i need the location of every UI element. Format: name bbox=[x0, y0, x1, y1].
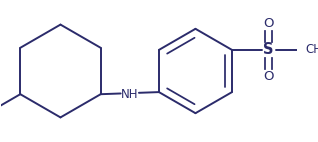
Text: S: S bbox=[263, 42, 274, 57]
Text: CH₃: CH₃ bbox=[305, 43, 318, 56]
Text: O: O bbox=[263, 17, 274, 30]
Text: NH: NH bbox=[121, 88, 139, 101]
Text: O: O bbox=[263, 70, 274, 83]
